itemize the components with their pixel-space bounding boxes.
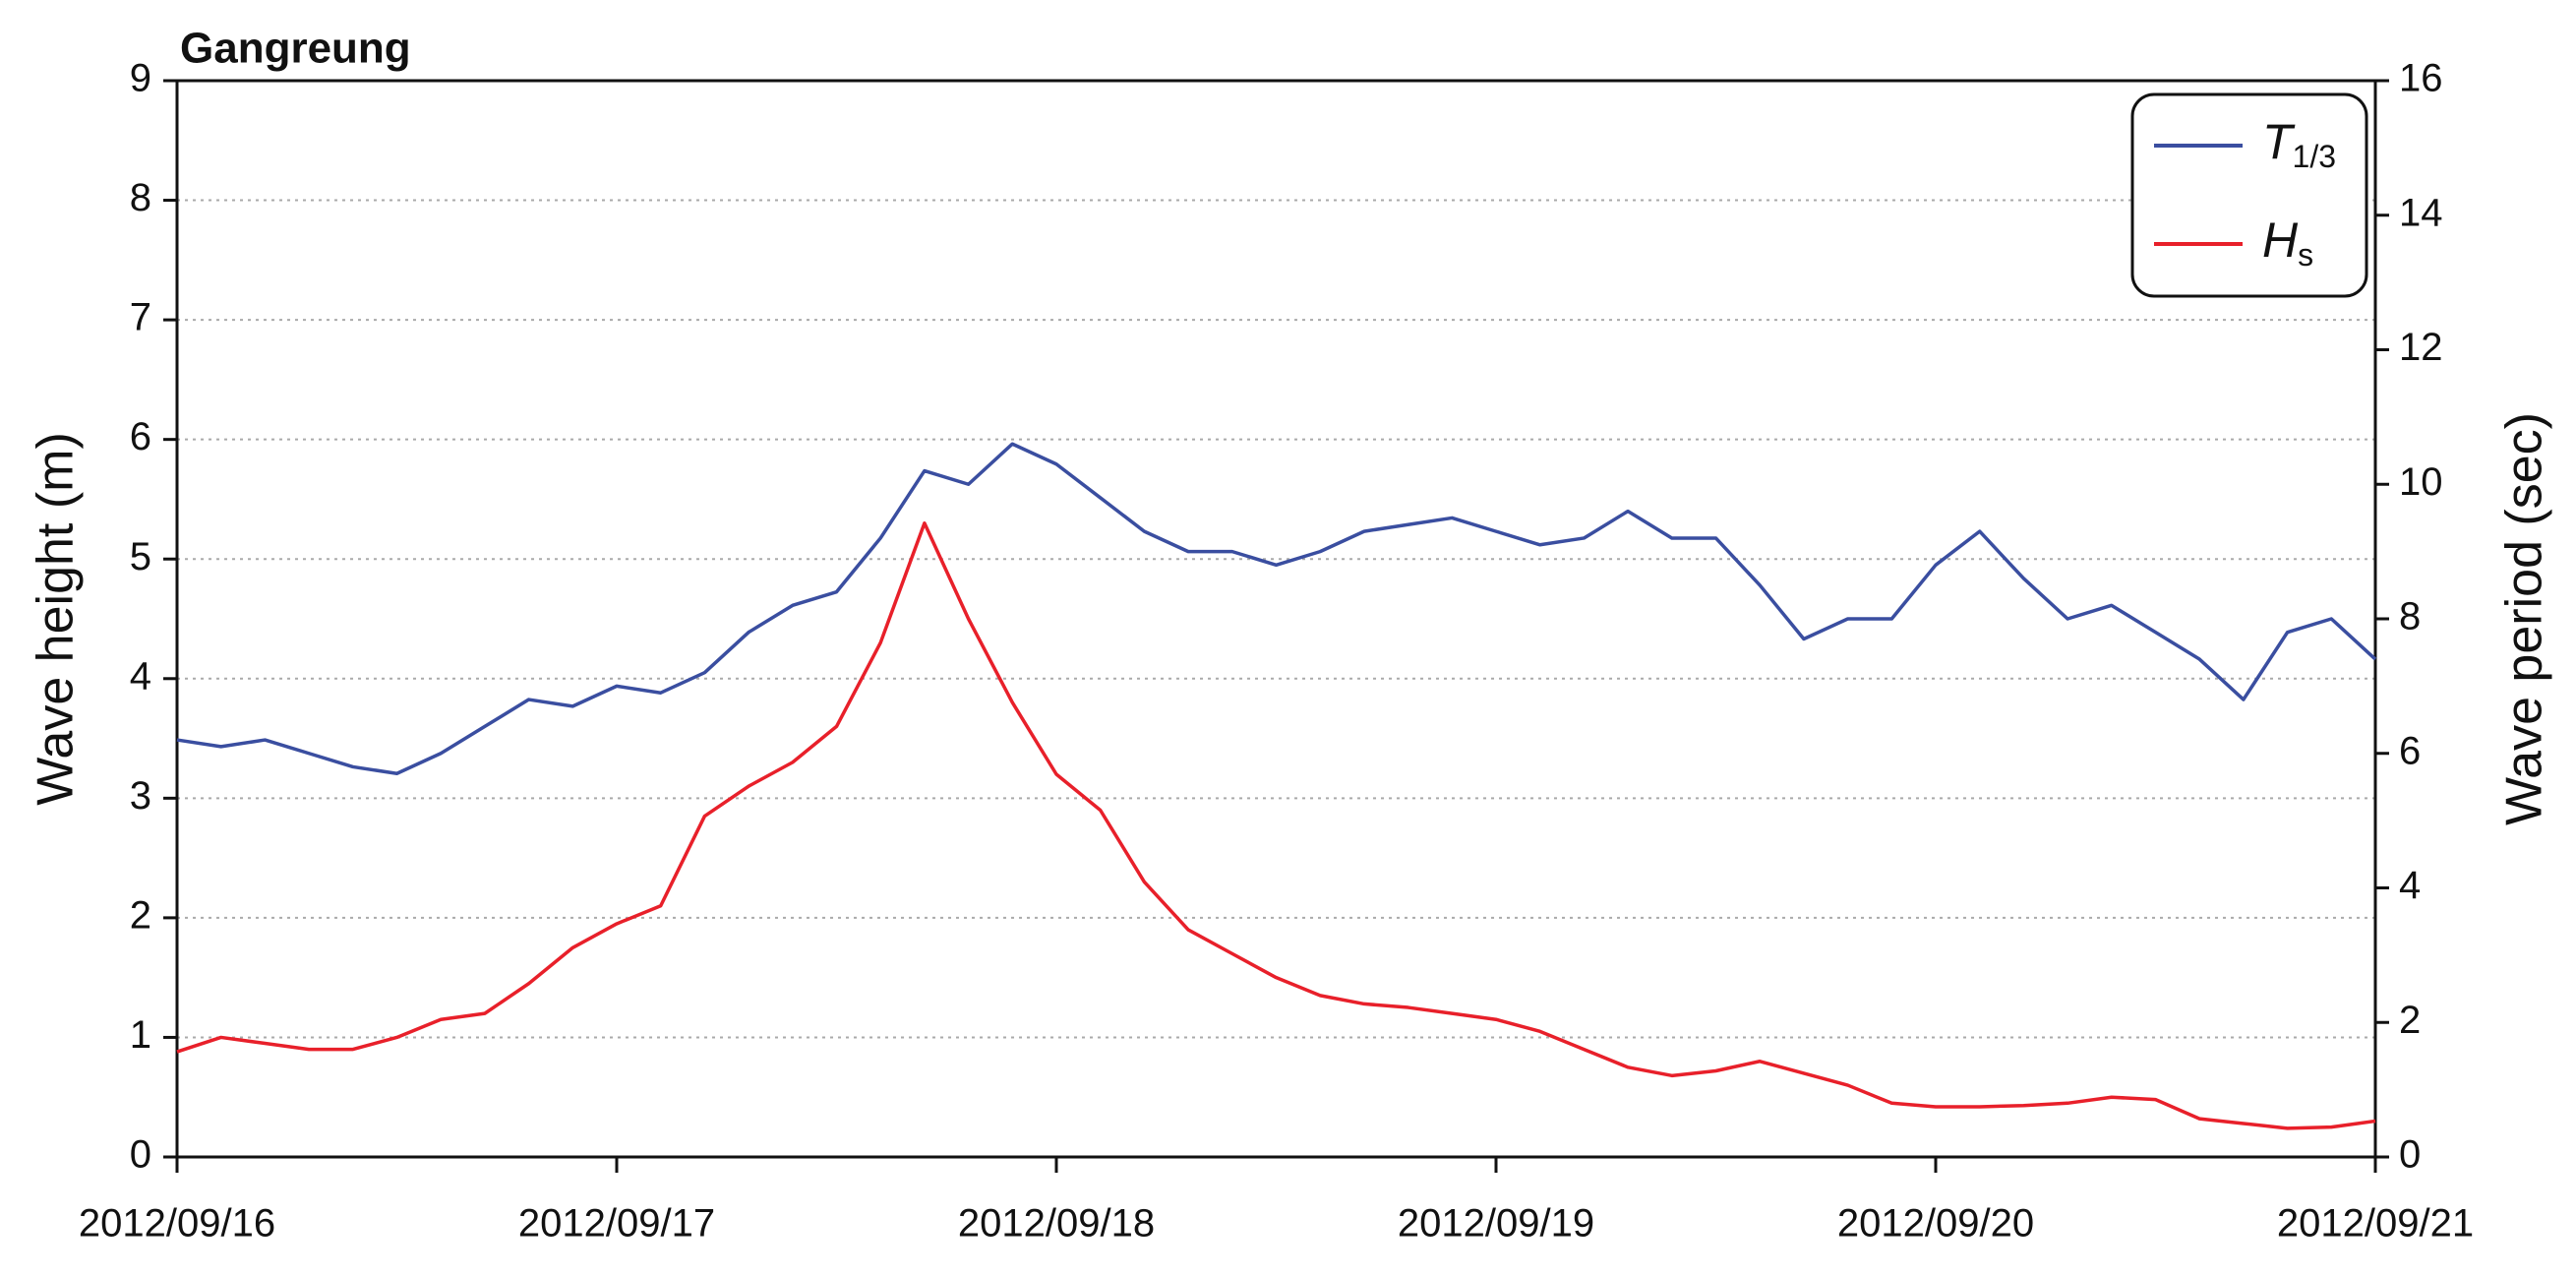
y-tick-label: 8 (130, 176, 151, 219)
plot-frame (175, 79, 2377, 1159)
legend-box (2130, 92, 2368, 298)
series-line (176, 442, 2377, 776)
chart-title: Gangreung (180, 25, 411, 73)
y2-tick-label: 4 (2399, 864, 2421, 907)
y2-tick-label: 2 (2399, 999, 2421, 1042)
x-tick-label: 2012/09/17 (518, 1202, 715, 1246)
y-tick-label: 2 (130, 893, 151, 937)
y-tick-label: 9 (130, 57, 151, 100)
y-tick-label: 6 (130, 415, 151, 458)
y-tick-label: 1 (130, 1013, 151, 1057)
y2-tick-label: 10 (2399, 460, 2443, 504)
legend-label: T1/3 (2262, 114, 2336, 174)
x-tick-label: 2012/09/20 (1837, 1202, 2034, 1246)
y-tick-label: 5 (130, 535, 151, 578)
y2-tick-label: 12 (2399, 326, 2443, 369)
y-axis-label: Wave height (m) (28, 432, 85, 806)
series-line (176, 521, 2376, 1130)
y-tick-label: 4 (130, 654, 151, 698)
legend-label: Hs (2262, 213, 2313, 273)
x-tick-label: 2012/09/16 (79, 1202, 275, 1246)
x-tick-label: 2012/09/19 (1398, 1202, 1594, 1246)
y2-tick-label: 0 (2399, 1133, 2421, 1177)
y-tick-label: 0 (130, 1133, 151, 1177)
x-tick-label: 2012/09/18 (958, 1202, 1155, 1246)
y-tick-label: 7 (130, 296, 151, 339)
y2-tick-label: 16 (2399, 57, 2443, 100)
y2-tick-label: 6 (2399, 729, 2421, 772)
y2-axis-label: Wave period (sec) (2496, 412, 2553, 825)
x-tick-label: 2012/09/21 (2277, 1202, 2474, 1246)
y2-tick-label: 14 (2399, 191, 2443, 234)
y-tick-label: 3 (130, 774, 151, 818)
y2-tick-label: 8 (2399, 595, 2421, 638)
